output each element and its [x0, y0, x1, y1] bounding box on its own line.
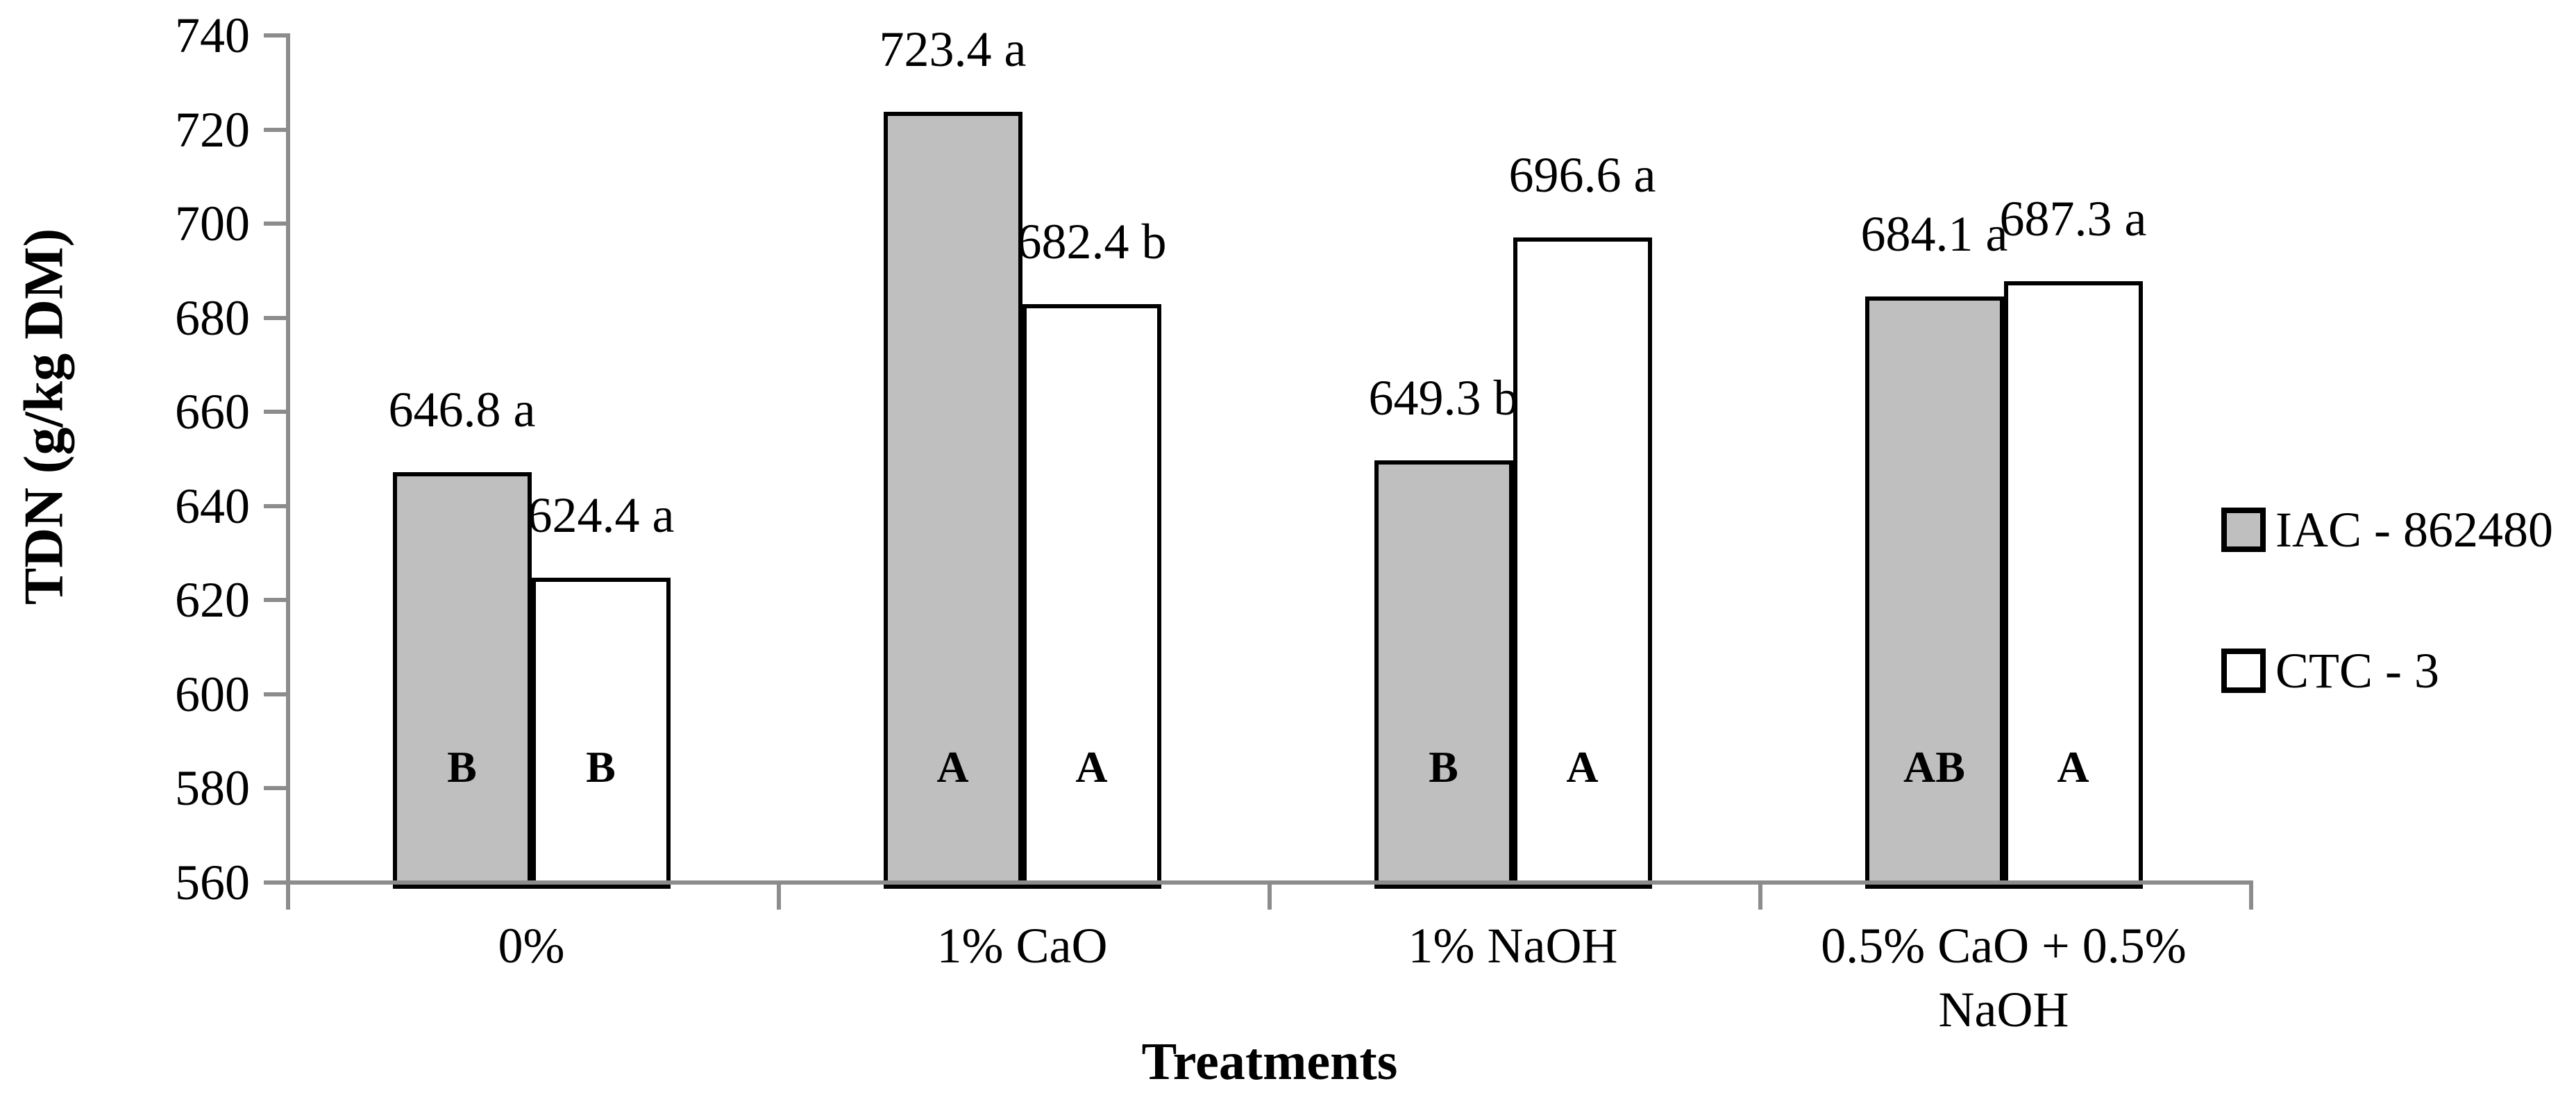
legend-label: IAC - 862480 — [2275, 502, 2553, 558]
bar — [531, 577, 671, 889]
legend-item: CTC - 3 — [2221, 643, 2439, 699]
bar — [392, 471, 532, 889]
bar-significance-letter: B — [586, 742, 616, 792]
y-tick-label: 720 — [175, 101, 250, 158]
category-label: 1% CaO — [936, 918, 1108, 973]
y-tick-label: 640 — [175, 478, 250, 534]
legend-swatch — [2221, 649, 2266, 693]
y-tick-mark — [264, 127, 286, 132]
bar-value-label: 684.1 a — [1860, 206, 2008, 262]
bar-value-label: 696.6 a — [1508, 147, 1656, 203]
legend-label: CTC - 3 — [2275, 643, 2440, 699]
category-label: 0% — [498, 918, 565, 973]
y-tick-label: 660 — [175, 384, 250, 440]
bar — [1513, 237, 1652, 889]
bar — [1374, 460, 1513, 889]
y-tick-mark — [264, 221, 286, 226]
y-tick-label: 600 — [175, 666, 250, 722]
y-tick-mark — [264, 598, 286, 603]
bar — [1022, 304, 1161, 889]
bar-significance-letter: B — [447, 742, 477, 792]
bar-value-label: 624.4 a — [527, 487, 675, 543]
category-tick-mark — [2249, 880, 2253, 910]
y-tick-mark — [264, 880, 286, 885]
bar-significance-letter: A — [936, 742, 969, 792]
bar — [883, 111, 1022, 889]
y-tick-label: 620 — [175, 572, 250, 628]
legend-item: IAC - 862480 — [2221, 502, 2553, 558]
bar-significance-letter: AB — [1903, 742, 1965, 792]
bar-significance-letter: A — [2057, 742, 2089, 792]
bar — [1864, 296, 2004, 889]
y-tick-label: 580 — [175, 760, 250, 817]
y-tick-label: 680 — [175, 290, 250, 346]
bar-significance-letter: A — [1075, 742, 1108, 792]
y-tick-label: 700 — [175, 196, 250, 252]
bar-significance-letter: A — [1566, 742, 1599, 792]
x-axis-title: Treatments — [1141, 1033, 1398, 1091]
bar-value-label: 649.3 b — [1368, 369, 1519, 426]
category-tick-mark — [1758, 880, 1762, 910]
y-tick-mark — [264, 315, 286, 320]
y-tick-mark — [264, 692, 286, 696]
bar — [2003, 281, 2143, 889]
bar-value-label: 723.4 a — [879, 21, 1027, 77]
legend-swatch — [2221, 508, 2266, 552]
bar-value-label: 646.8 a — [388, 381, 536, 437]
category-tick-mark — [1268, 880, 1272, 910]
bar-value-label: 687.3 a — [1999, 191, 2147, 247]
y-axis-line — [286, 33, 290, 910]
bar-value-label: 682.4 b — [1016, 214, 1167, 270]
y-tick-mark — [264, 503, 286, 508]
y-tick-label: 740 — [175, 8, 250, 63]
category-label: 1% NaOH — [1408, 918, 1618, 973]
y-tick-label: 560 — [175, 855, 250, 910]
category-label: 0.5% CaO + 0.5% NaOH — [1821, 918, 2187, 1037]
x-axis-line — [286, 880, 2253, 885]
y-tick-mark — [264, 410, 286, 415]
category-tick-mark — [777, 880, 781, 910]
y-tick-mark — [264, 786, 286, 791]
y-tick-mark — [264, 33, 286, 37]
bar-significance-letter: B — [1429, 742, 1458, 792]
